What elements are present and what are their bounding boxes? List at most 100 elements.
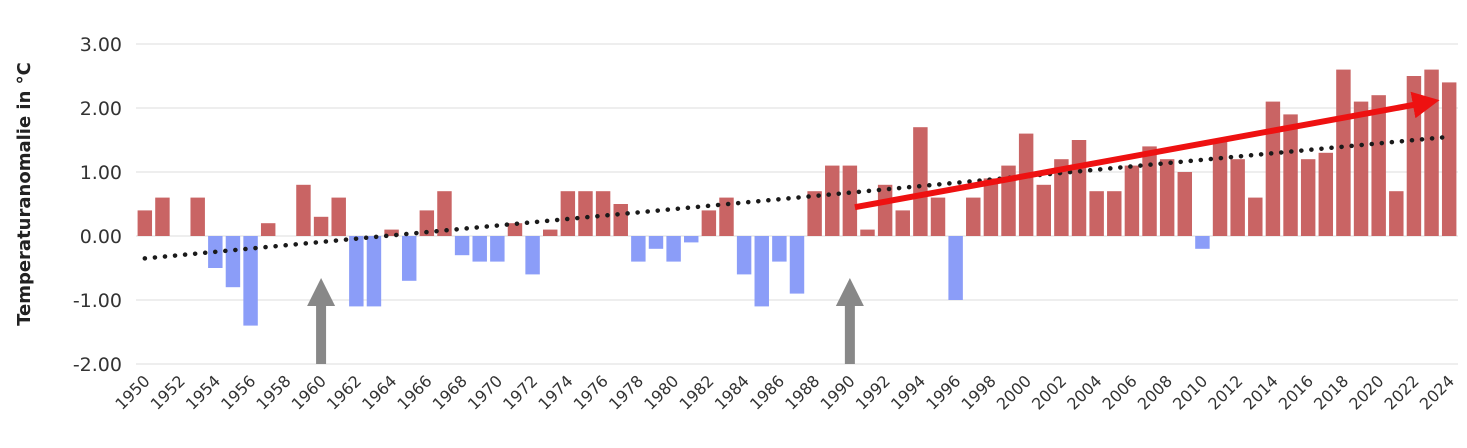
bar-1965 (401, 236, 417, 281)
bar-2018 (1336, 69, 1351, 236)
bar-1960 (313, 216, 329, 236)
bar-1961 (331, 197, 346, 236)
y-tick-label: 2.00 (80, 98, 122, 120)
bar-1973 (543, 229, 558, 236)
bar-1996 (948, 236, 963, 300)
y-tick-label: 0.00 (80, 226, 122, 248)
bar-1999 (1001, 165, 1016, 236)
bar-1980 (666, 236, 681, 262)
bar-1976 (595, 191, 611, 236)
x-tick-label: 1990 (816, 371, 858, 413)
bar-1983 (719, 197, 734, 236)
bar-2024 (1441, 82, 1457, 237)
bar-1987 (789, 236, 805, 294)
x-tick-label: 2016 (1275, 371, 1317, 413)
bar-2016 (1300, 159, 1316, 236)
bar-2021 (1389, 191, 1404, 236)
bar-2005 (1107, 191, 1122, 236)
x-tick-label: 1962 (323, 371, 365, 413)
bar-1963 (366, 236, 382, 307)
x-tick-label: 1954 (182, 371, 224, 413)
bar-2012 (1230, 159, 1245, 236)
x-tick-label: 1998 (957, 371, 999, 413)
y-tick-label: -1.00 (73, 290, 122, 312)
bar-1977 (613, 204, 628, 236)
bar-2001 (1036, 184, 1051, 236)
bar-1971 (507, 223, 523, 236)
bar-2015 (1283, 114, 1298, 236)
bar-1985 (754, 236, 769, 307)
bar-2022 (1406, 76, 1422, 236)
bar-1981 (684, 236, 699, 243)
y-axis-ticks: 3.00 2.00 1.00 0.00 -1.00 -2.00 (73, 34, 122, 376)
x-tick-label: 2018 (1310, 371, 1352, 413)
bar-1972 (525, 236, 540, 275)
bar-2010 (1195, 236, 1210, 249)
y-axis-label: Temperaturanomalie in °C (14, 62, 35, 326)
x-tick-label: 2010 (1169, 371, 1211, 413)
bar-1968 (454, 236, 470, 256)
x-tick-label: 2008 (1134, 371, 1176, 413)
x-tick-label: 2002 (1028, 371, 1070, 413)
bar-1975 (578, 191, 593, 236)
bar-1955 (225, 236, 241, 288)
bar-1950 (137, 210, 153, 236)
annotations (307, 91, 1440, 364)
bar-1990 (842, 165, 858, 236)
x-axis-ticks: 1950195219541956195819601962196419661968… (111, 371, 1458, 413)
bar-2004 (1089, 191, 1104, 236)
x-tick-label: 2000 (993, 371, 1035, 413)
x-tick-label: 1976 (570, 371, 612, 413)
x-tick-label: 2014 (1240, 371, 1282, 413)
bar-1957 (260, 223, 276, 236)
x-tick-label: 1958 (252, 371, 294, 413)
x-tick-label: 1966 (393, 371, 435, 413)
x-tick-label: 1970 (464, 371, 506, 413)
bar-2007 (1142, 146, 1157, 236)
x-tick-label: 1950 (111, 371, 153, 413)
bar-1967 (437, 191, 452, 236)
y-tick-label: 3.00 (80, 34, 122, 56)
x-tick-label: 1988 (781, 371, 823, 413)
bar-1962 (349, 236, 364, 307)
bar-1970 (490, 236, 505, 262)
bar-1953 (190, 197, 205, 236)
x-tick-label: 2022 (1381, 371, 1423, 413)
x-tick-label: 1992 (852, 371, 894, 413)
bar-2023 (1424, 69, 1439, 236)
bar-1951 (155, 197, 170, 236)
bar-1969 (472, 236, 487, 262)
x-tick-label: 1964 (358, 371, 400, 413)
bar-1984 (736, 236, 752, 275)
bar-1964 (384, 229, 399, 236)
x-tick-label: 1972 (499, 371, 541, 413)
gray-arrow-1960 (307, 278, 336, 364)
bar-2014 (1265, 101, 1281, 236)
x-tick-label: 1978 (605, 371, 647, 413)
bar-2020 (1371, 95, 1386, 236)
x-tick-label: 1980 (640, 371, 682, 413)
bar-1966 (419, 210, 435, 236)
x-tick-label: 2004 (1063, 371, 1105, 413)
x-tick-label: 1982 (675, 371, 717, 413)
bar-1979 (648, 236, 664, 249)
x-tick-label: 1986 (746, 371, 788, 413)
bar-1994 (913, 127, 928, 236)
bar-2003 (1071, 140, 1087, 236)
bar-2009 (1177, 172, 1193, 236)
bar-2002 (1054, 159, 1069, 236)
bar-2008 (1159, 159, 1175, 236)
bar-1992 (877, 184, 893, 236)
bar-1993 (895, 210, 910, 236)
bar-1989 (825, 165, 840, 236)
x-tick-label: 2020 (1345, 371, 1387, 413)
y-tick-label: -2.00 (73, 354, 122, 376)
bar-1982 (701, 210, 717, 236)
bar-1988 (807, 191, 822, 236)
x-tick-label: 1952 (147, 371, 189, 413)
x-tick-label: 1996 (922, 371, 964, 413)
gray-arrow-1990 (835, 278, 864, 364)
x-tick-label: 1984 (711, 371, 753, 413)
bar-1956 (243, 236, 258, 326)
